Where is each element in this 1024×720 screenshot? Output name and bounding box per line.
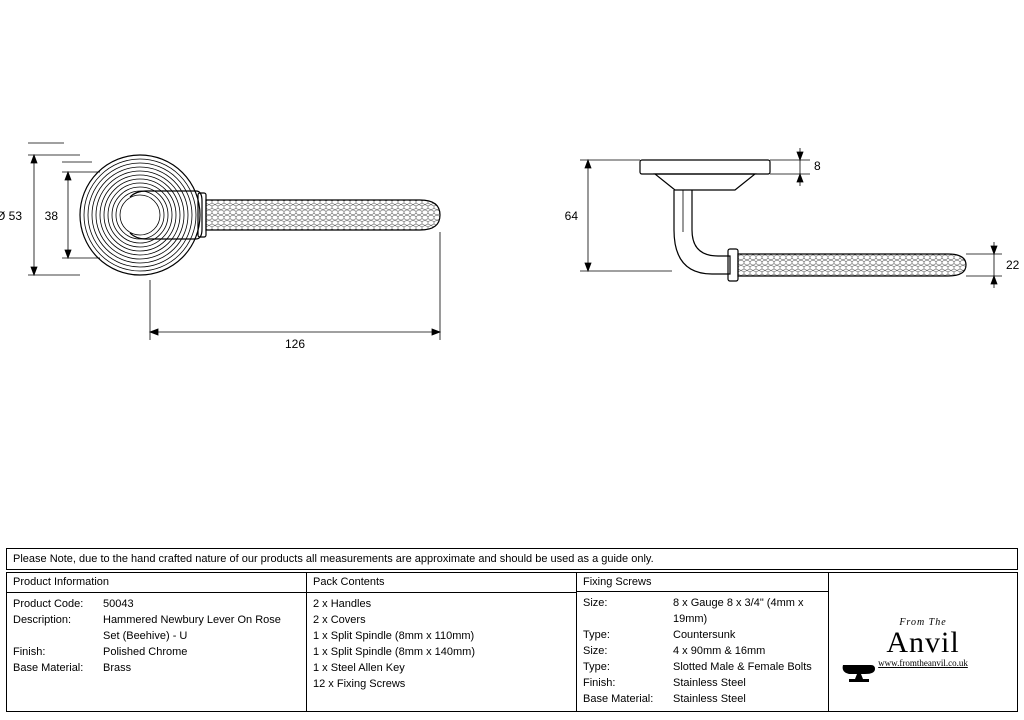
fix-type1-label: Type: [583,628,673,644]
dim-plate-thk: 8 [814,159,821,173]
pack-contents-col: Pack Contents 2 x Handles 2 x Covers 1 x… [306,572,576,712]
brand-logo: From The Anvil www.fromtheanvil.co.uk [828,572,1018,712]
pack-item: 1 x Split Spindle (8mm x 140mm) [313,645,570,661]
pack-item: 1 x Steel Allen Key [313,661,570,677]
description-label: Description: [13,613,103,629]
dim-rose-dia: Ø 53 [0,209,22,223]
fix-base-label: Base Material: [583,692,673,708]
note-text: Please Note, due to the hand crafted nat… [6,548,1018,570]
pack-item: 12 x Fixing Screws [313,677,570,693]
fix-base-value: Stainless Steel [673,692,822,708]
info-tables: Product Information Product Code:50043 D… [6,572,1018,712]
fixing-screws-col: Fixing Screws Size:8 x Gauge 8 x 3/4" (4… [576,572,828,712]
fix-size2-value: 4 x 90mm & 16mm [673,644,822,660]
fixing-screws-header: Fixing Screws [577,573,828,592]
fix-finish-label: Finish: [583,676,673,692]
base-material-label: Base Material: [13,661,103,677]
fix-size1-label: Size: [583,596,673,628]
fix-type1-value: Countersunk [673,628,822,644]
logo-url: www.fromtheanvil.co.uk [878,658,968,668]
product-info-col: Product Information Product Code:50043 D… [6,572,306,712]
finish-label: Finish: [13,645,103,661]
finish-value: Polished Chrome [103,645,300,661]
fix-finish-value: Stainless Steel [673,676,822,692]
pack-contents-header: Pack Contents [307,573,576,593]
fix-type2-label: Type: [583,660,673,676]
dim-handle-dia: 22 [1006,258,1020,272]
base-material-value: Brass [103,661,300,677]
pack-item: 2 x Covers [313,613,570,629]
product-code-label: Product Code: [13,597,103,613]
dim-handle-len: 126 [285,337,305,351]
description-value-2: Set (Beehive) - U [103,629,300,645]
side-view: 8 64 22 [565,148,1020,288]
dim-side-height: 64 [565,209,579,223]
logo-brand: Anvil [886,628,959,658]
fix-size1-value: 8 x Gauge 8 x 3/4" (4mm x 19mm) [673,596,822,628]
dim-rose-inner: 38 [45,209,59,223]
pack-item: 2 x Handles [313,597,570,613]
technical-drawing: Ø 53 38 126 [0,0,1024,570]
description-value-1: Hammered Newbury Lever On Rose [103,613,300,629]
anvil-icon [841,661,875,683]
product-code-value: 50043 [103,597,300,613]
front-view [80,155,440,275]
pack-item: 1 x Split Spindle (8mm x 110mm) [313,629,570,645]
product-info-header: Product Information [7,573,306,593]
fix-type2-value: Slotted Male & Female Bolts [673,660,822,676]
fix-size2-label: Size: [583,644,673,660]
